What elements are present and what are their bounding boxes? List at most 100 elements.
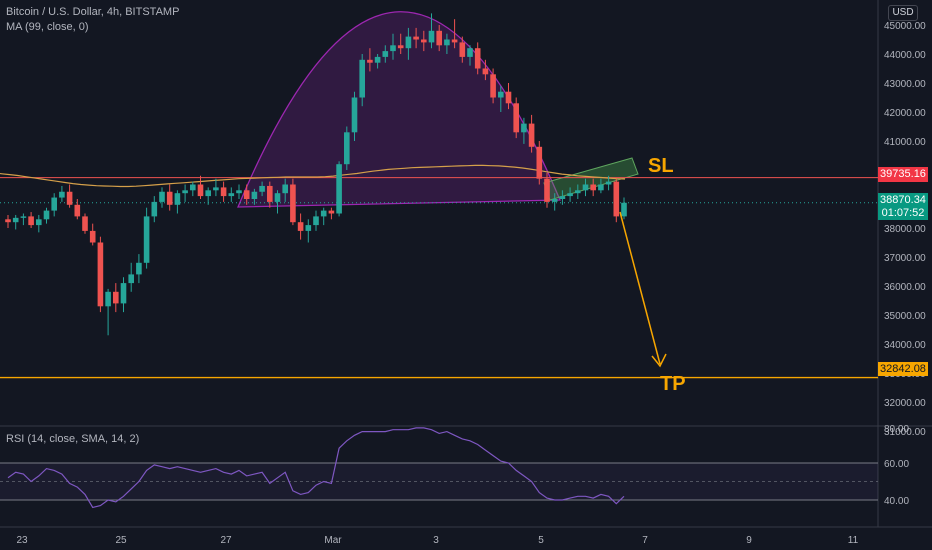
candle-body[interactable] <box>12 217 19 223</box>
rsi-legend[interactable]: RSI (14, close, SMA, 14, 2) <box>6 433 140 445</box>
candle-body[interactable] <box>243 190 250 199</box>
tp-annotation[interactable]: TP <box>660 373 686 395</box>
rsi-line[interactable] <box>7 427 625 509</box>
candle-body[interactable] <box>536 146 543 179</box>
time-axis-label: 11 <box>848 535 859 546</box>
candle-body[interactable] <box>382 51 389 57</box>
candle-body[interactable] <box>397 45 404 49</box>
candle-body[interactable] <box>97 242 104 307</box>
candle-body[interactable] <box>143 216 150 263</box>
candle-body[interactable] <box>236 190 242 194</box>
candle-body[interactable] <box>459 42 466 57</box>
candle-body[interactable] <box>197 184 204 197</box>
candle-body[interactable] <box>213 187 219 191</box>
candle-body[interactable] <box>505 91 512 104</box>
candle-body[interactable] <box>282 184 288 194</box>
candle-body[interactable] <box>575 190 581 194</box>
candle-body[interactable] <box>605 181 612 185</box>
candle-body[interactable] <box>551 199 558 202</box>
candle-body[interactable] <box>5 219 11 223</box>
candle-body[interactable] <box>274 193 281 202</box>
candle-body[interactable] <box>544 178 550 202</box>
candle-body[interactable] <box>405 36 412 49</box>
time-axis-label: 7 <box>642 535 648 546</box>
candle-body[interactable] <box>151 201 158 217</box>
candle-body[interactable] <box>182 190 188 194</box>
candle-body[interactable] <box>136 262 142 275</box>
candle-body[interactable] <box>220 187 227 197</box>
candle-body[interactable] <box>336 164 342 214</box>
candle-body[interactable] <box>436 30 442 46</box>
price-tick-label: 31000.00 <box>884 427 926 438</box>
candle-body[interactable] <box>128 274 134 284</box>
candle-body[interactable] <box>74 204 81 217</box>
currency-button[interactable]: USD <box>888 5 918 21</box>
price-tick-label: 35000.00 <box>884 311 926 322</box>
ma-legend[interactable]: MA (99, close, 0) <box>6 21 89 33</box>
candle-body[interactable] <box>36 219 42 226</box>
candle-body[interactable] <box>82 216 88 231</box>
candle-body[interactable] <box>113 291 119 304</box>
candle-body[interactable] <box>20 216 27 218</box>
candle-body[interactable] <box>105 291 111 307</box>
candle-body[interactable] <box>259 185 265 192</box>
candle-body[interactable] <box>590 184 596 191</box>
candle-body[interactable] <box>490 74 496 98</box>
candle-body[interactable] <box>205 190 211 197</box>
candle-body[interactable] <box>513 103 519 133</box>
candle-body[interactable] <box>166 191 173 205</box>
candle-body[interactable] <box>120 283 127 304</box>
candle-body[interactable] <box>328 210 335 214</box>
candle-body[interactable] <box>66 191 73 205</box>
candle-body[interactable] <box>320 210 327 217</box>
candle-body[interactable] <box>498 91 504 98</box>
sl-annotation[interactable]: SL <box>648 155 674 177</box>
symbol-title[interactable]: Bitcoin / U.S. Dollar, 4h, BITSTAMP <box>6 6 180 18</box>
target-arrow[interactable] <box>619 211 661 365</box>
candle-body[interactable] <box>174 193 181 205</box>
candle-body[interactable] <box>59 191 65 198</box>
candle-body[interactable] <box>43 210 50 220</box>
candle-body[interactable] <box>374 56 381 63</box>
candle-body[interactable] <box>413 36 419 40</box>
candle-body[interactable] <box>359 59 365 98</box>
candle-body[interactable] <box>567 193 573 197</box>
rsi-tick-label: 40.00 <box>884 496 909 507</box>
ma-line[interactable] <box>0 164 626 188</box>
candle-body[interactable] <box>51 197 57 211</box>
target-arrowhead <box>651 353 667 368</box>
candle-body[interactable] <box>559 196 566 199</box>
candle-body[interactable] <box>251 191 258 199</box>
candle-body[interactable] <box>521 123 527 133</box>
candle-body[interactable] <box>267 185 273 202</box>
candle-body[interactable] <box>482 68 489 75</box>
candle-body[interactable] <box>474 48 481 69</box>
price-tick-label: 32000.00 <box>884 398 926 409</box>
candle-body[interactable] <box>528 123 535 147</box>
candle-body[interactable] <box>451 39 458 43</box>
price-tick-label: 38000.00 <box>884 224 926 235</box>
candle-body[interactable] <box>428 30 435 43</box>
candle-body[interactable] <box>598 184 604 191</box>
candle-body[interactable] <box>367 59 373 63</box>
candle-body[interactable] <box>159 191 165 202</box>
candle-body[interactable] <box>444 39 450 46</box>
candle-body[interactable] <box>89 230 96 243</box>
candle-body[interactable] <box>621 202 627 217</box>
candle-body[interactable] <box>390 45 396 52</box>
candle-body[interactable] <box>190 184 196 191</box>
candle-body[interactable] <box>467 48 473 57</box>
candle-body[interactable] <box>313 216 319 226</box>
candle-body[interactable] <box>344 132 350 165</box>
candle-body[interactable] <box>351 97 358 133</box>
candle-body[interactable] <box>305 225 312 231</box>
candle-body[interactable] <box>582 184 589 191</box>
candle-body[interactable] <box>297 222 304 231</box>
candle-body[interactable] <box>421 39 427 43</box>
candle-body[interactable] <box>228 193 235 197</box>
candle-body[interactable] <box>290 184 296 223</box>
candle-body[interactable] <box>28 216 34 226</box>
candle-body[interactable] <box>613 181 620 217</box>
